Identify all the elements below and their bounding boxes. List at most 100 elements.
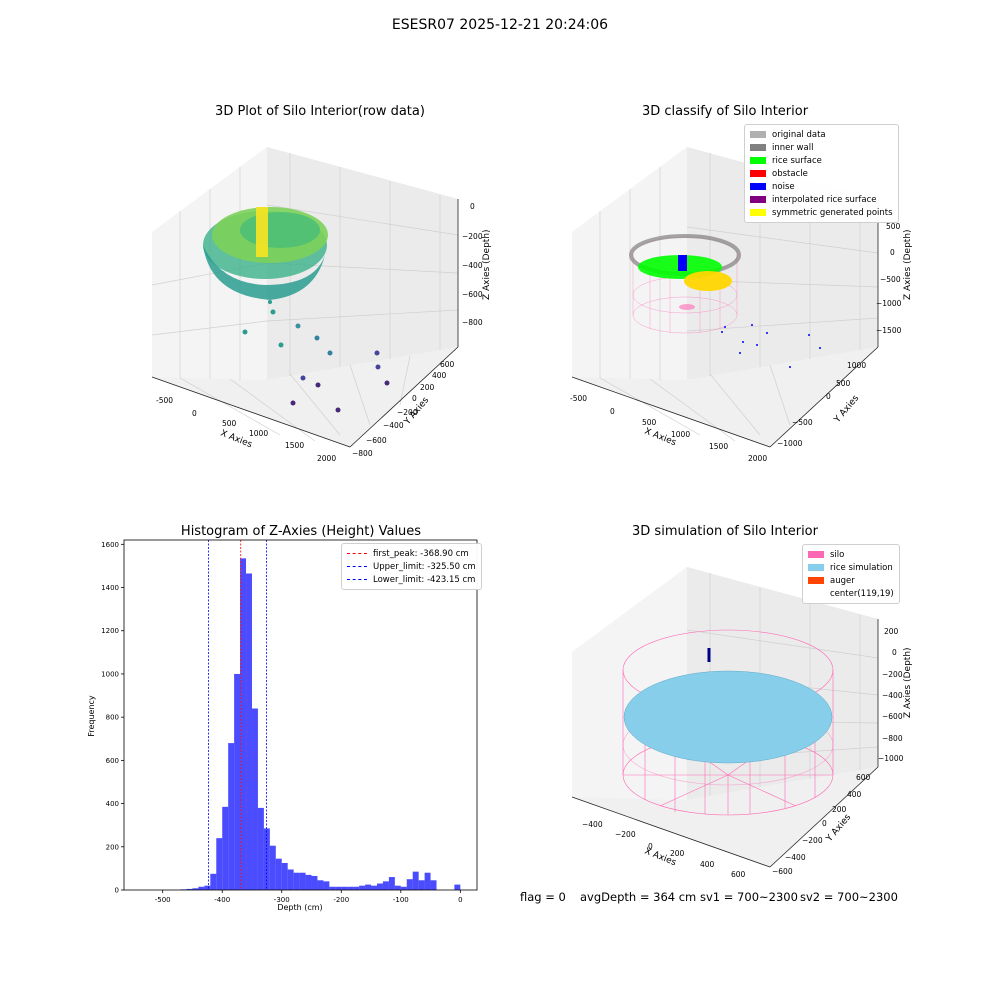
histogram-bar — [347, 886, 354, 890]
plot4-ytick: −600 — [772, 867, 793, 876]
legend-label: auger — [830, 575, 855, 586]
histogram-bar — [275, 858, 282, 890]
plot4-legend: silo rice simulation auger center(119,19… — [802, 544, 900, 604]
plot4-ztick: −1000 — [878, 754, 904, 763]
plot1-ytick: −800 — [352, 449, 373, 458]
histogram-bar — [365, 884, 372, 890]
histogram-bar — [228, 743, 235, 890]
plot4-xtick: 600 — [731, 870, 746, 879]
legend-item-noise: noise — [750, 180, 893, 193]
plot1-ztick: −800 — [462, 318, 483, 327]
legend-label: original data — [772, 129, 826, 140]
histogram-bar — [454, 884, 461, 890]
figure-title: ESESR07 2025-12-21 20:24:06 — [391, 17, 609, 33]
histogram-bar — [198, 886, 205, 890]
plot4-ztick: −200 — [882, 670, 903, 679]
plot2-ytick: 500 — [836, 379, 851, 388]
plot2-xtick: 500 — [642, 418, 657, 427]
legend-label: Upper_limit: -325.50 cm — [373, 561, 476, 572]
legend-label: Lower_limit: -423.15 cm — [373, 574, 476, 585]
legend-item-silo: silo — [808, 548, 894, 561]
histogram-bar — [281, 862, 288, 890]
legend-swatch — [750, 209, 766, 216]
legend-item-rice-surface: rice surface — [750, 154, 893, 167]
histogram-bar — [418, 880, 425, 890]
histogram-bar — [287, 869, 294, 890]
legend-swatch — [750, 131, 766, 138]
histogram-ytick-label: 1400 — [101, 584, 119, 592]
plot1-xtick: -500 — [156, 396, 173, 405]
legend-swatch — [750, 144, 766, 151]
plot4-ytick: 600 — [856, 773, 871, 782]
plot1-ztick: −400 — [462, 261, 483, 270]
plot1-xtick: 1000 — [249, 429, 268, 438]
plot4-3d-axes: −400 −200 0 200 400 600 −600 −400 −200 0… — [571, 567, 913, 879]
plot2-xtick: 2000 — [748, 454, 767, 463]
plot2-ytick: 1000 — [847, 361, 866, 370]
histogram-legend: first_peak: -368.90 cm Upper_limit: -325… — [341, 543, 482, 590]
histogram-bar — [257, 807, 264, 890]
histogram-bar — [406, 879, 413, 890]
plot2-legend: original data inner wall rice surface ob… — [744, 124, 899, 223]
plot1-ytick: 600 — [440, 360, 455, 369]
plot2-ztick: 0 — [890, 248, 895, 257]
legend-swatch — [808, 551, 824, 558]
plot1-title: 3D Plot of Silo Interior(row data) — [215, 104, 425, 119]
legend-label: rice simulation — [830, 562, 893, 573]
plot1-xtick: 2000 — [317, 454, 336, 463]
histogram-bar — [323, 881, 330, 890]
plot4-title: 3D simulation of Silo Interior — [632, 524, 818, 539]
legend-line — [347, 553, 367, 554]
histogram-bar — [353, 886, 360, 890]
histogram-xtick-label: -300 — [274, 896, 290, 904]
histogram-xlabel: Depth (cm) — [277, 903, 322, 912]
plot4-xtick: −400 — [582, 820, 603, 829]
plot1-ytick: −600 — [366, 436, 387, 445]
legend-item-obstacle: obstacle — [750, 167, 893, 180]
legend-item-lower-limit: Lower_limit: -423.15 cm — [347, 573, 476, 586]
legend-label: obstacle — [772, 168, 808, 179]
legend-label: inner wall — [772, 142, 814, 153]
plot1-3d-axes: -500 0 500 1000 1500 2000 −800 −600 −400… — [151, 147, 492, 463]
histogram-bar — [210, 873, 217, 890]
histogram-bar — [329, 886, 336, 890]
histogram-xtick-label: -200 — [333, 896, 349, 904]
plot1-xtick: 1500 — [285, 441, 304, 450]
histogram-bar — [382, 881, 389, 890]
legend-swatch — [750, 170, 766, 177]
histogram-bar — [186, 888, 193, 890]
histogram-bar — [234, 673, 241, 890]
legend-swatch — [750, 183, 766, 190]
histogram-bar — [371, 885, 377, 890]
histogram-frame — [123, 539, 478, 891]
legend-item-upper-limit: Upper_limit: -325.50 cm — [347, 560, 476, 573]
legend-label: center(119,19) — [830, 588, 894, 599]
plot1-ztick: −600 — [462, 290, 483, 299]
plot1-ytick: −200 — [397, 408, 418, 417]
plot2-xtick: -500 — [570, 394, 587, 403]
histogram-bar — [269, 845, 276, 890]
plot2-ztick: −1500 — [876, 326, 902, 335]
histogram-bar — [359, 885, 366, 890]
histogram-bar — [305, 874, 312, 890]
histogram-bar — [240, 558, 247, 890]
plot1-ytick: 200 — [420, 383, 435, 392]
histogram-bar — [400, 886, 407, 890]
histogram-bar — [335, 886, 342, 890]
histogram-bar — [246, 573, 252, 890]
plot1-xtick: 500 — [222, 419, 237, 428]
histogram-bar — [216, 838, 223, 890]
legend-item-center: center(119,19) — [808, 587, 894, 600]
plot2-symmetric-points — [684, 271, 732, 291]
legend-swatch — [750, 157, 766, 164]
plot2-ztick: −1000 — [876, 299, 902, 308]
plot4-ytick: 0 — [822, 819, 827, 828]
legend-item-original-data: original data — [750, 128, 893, 141]
plot1-yellow-column — [256, 207, 268, 257]
plot2-noise-points — [721, 324, 821, 368]
plot2-title: 3D classify of Silo Interior — [641, 104, 809, 119]
histogram-ytick-label: 400 — [106, 800, 119, 808]
legend-swatch — [750, 196, 766, 203]
legend-label: symmetric generated points — [772, 207, 893, 218]
histogram-ytick-label: 1000 — [101, 670, 119, 678]
